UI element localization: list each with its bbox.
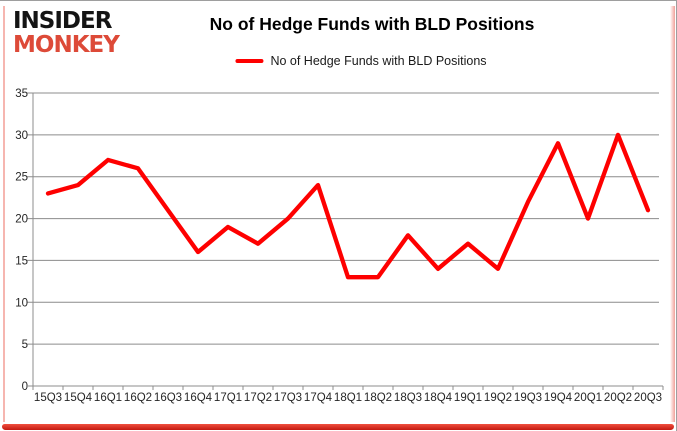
insider-monkey-logo: INSIDER MONKEY [13, 8, 120, 58]
y-axis-label: 5 [22, 339, 28, 351]
legend-line-marker [235, 59, 264, 63]
y-axis-label: 25 [15, 172, 28, 184]
x-axis-label: 16Q1 [94, 392, 122, 404]
x-axis-label: 16Q3 [154, 392, 182, 404]
x-axis-label: 17Q4 [304, 392, 333, 404]
y-axis-label: 20 [15, 214, 28, 226]
x-axis-label: 17Q2 [244, 392, 272, 404]
y-axis-label: 35 [15, 88, 28, 100]
x-axis-label: 19Q1 [454, 392, 482, 404]
x-axis-label: 18Q4 [424, 392, 453, 404]
x-axis-label: 17Q3 [274, 392, 302, 404]
y-axis-label: 10 [15, 297, 28, 309]
x-axis-label: 19Q2 [484, 392, 512, 404]
x-axis-label: 16Q2 [124, 392, 152, 404]
frame-edge-bottom [2, 424, 674, 430]
chart-legend: No of Hedge Funds with BLD Positions [235, 54, 487, 68]
x-axis-label: 15Q3 [34, 392, 62, 404]
y-axis-label: 0 [22, 381, 28, 393]
x-axis-label: 18Q2 [364, 392, 392, 404]
x-axis-label: 18Q1 [334, 392, 362, 404]
x-axis-label: 20Q2 [604, 392, 632, 404]
logo-text-insider: INSIDER [13, 8, 112, 34]
frame-edge-right [670, 6, 675, 422]
y-axis-label: 15 [15, 255, 28, 267]
x-axis-label: 20Q1 [574, 392, 602, 404]
legend-label: No of Hedge Funds with BLD Positions [270, 54, 487, 68]
x-axis-label: 19Q3 [514, 392, 542, 404]
chart-title: No of Hedge Funds with BLD Positions [209, 14, 535, 34]
x-axis-label: 18Q3 [394, 392, 422, 404]
frame-edge-left [3, 6, 5, 422]
x-axis-label: 15Q4 [64, 392, 93, 404]
x-axis-label: 20Q3 [634, 392, 662, 404]
x-axis-label: 17Q1 [214, 392, 242, 404]
logo-text-monkey: MONKEY [13, 32, 120, 58]
series-line-hedge-funds [45, 132, 651, 280]
y-axis-label: 30 [15, 130, 28, 142]
x-axis-label: 16Q4 [184, 392, 213, 404]
x-axis-label: 19Q4 [544, 392, 573, 404]
